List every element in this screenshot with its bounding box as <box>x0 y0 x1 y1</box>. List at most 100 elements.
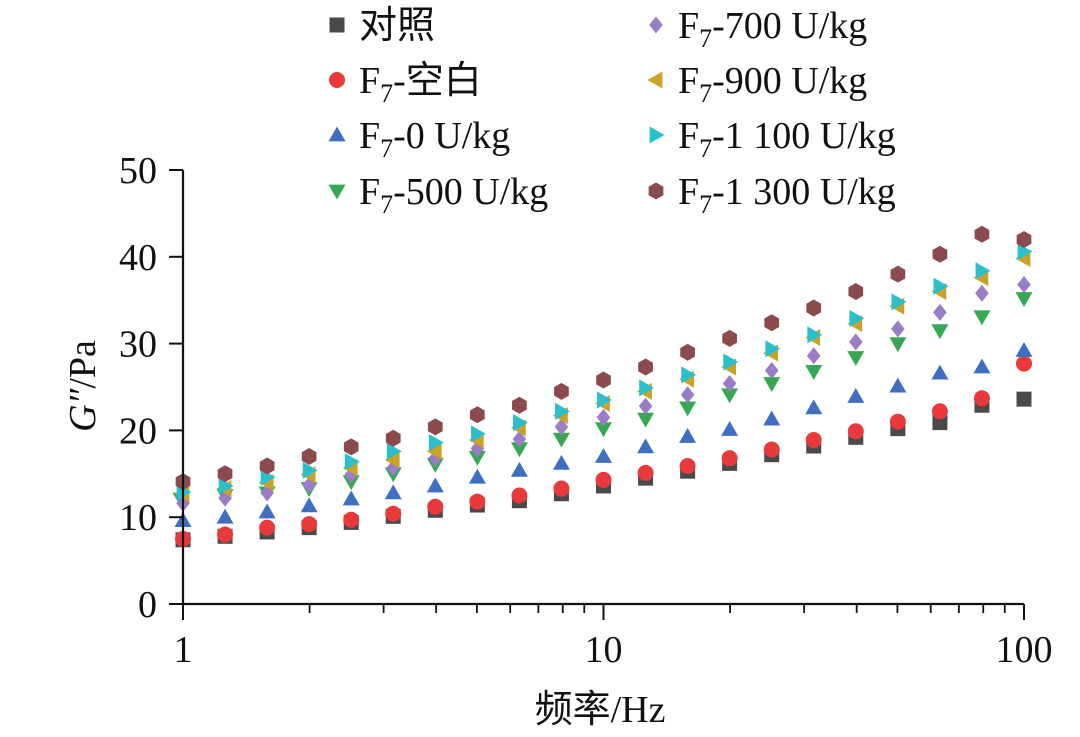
data-point <box>301 516 318 533</box>
data-point <box>343 438 359 456</box>
data-point <box>891 320 905 338</box>
data-point <box>889 413 906 430</box>
data-point <box>763 441 780 458</box>
data-point <box>512 396 527 414</box>
y-tick-label: 50 <box>119 150 157 192</box>
axes: 1 10 100 0 10 20 30 40 50 <box>119 150 1053 671</box>
legend: 对照 F7-空白 F7-0 U/kg F7-500 U/kg F7-700 U/kg F7… <box>328 5 896 219</box>
data-point <box>554 382 569 400</box>
x-axis-title: 频率/Hz <box>535 689 666 731</box>
data-point <box>386 442 402 460</box>
data-point <box>1015 342 1033 357</box>
y-tick-label: 40 <box>119 237 157 279</box>
data-point <box>680 343 695 361</box>
legend-item: F7-0 U/kg <box>328 115 510 163</box>
data-point <box>469 493 486 510</box>
legend-item: F7-1 100 U/kg <box>649 115 896 163</box>
data-point <box>681 366 697 384</box>
legend-label: F7-1 300 U/kg <box>678 171 896 219</box>
data-point <box>426 442 442 460</box>
data-point <box>805 431 822 448</box>
data-point <box>975 262 991 280</box>
data-point <box>258 503 276 519</box>
data-point <box>470 425 486 443</box>
legend-label: F7-1 100 U/kg <box>678 115 896 163</box>
data-point <box>596 408 611 426</box>
data-point <box>890 265 906 283</box>
data-point <box>933 303 947 321</box>
data-point <box>679 457 696 474</box>
data-point <box>891 293 907 311</box>
data-point <box>847 388 865 403</box>
data-point <box>933 277 949 295</box>
data-point <box>763 410 781 426</box>
data-point <box>470 440 485 458</box>
data-point <box>931 364 949 380</box>
data-point <box>552 454 570 470</box>
data-point <box>806 299 822 317</box>
data-point <box>468 468 486 484</box>
data-point <box>553 480 570 497</box>
data-point <box>512 430 527 448</box>
data-point <box>721 388 739 404</box>
data-point <box>973 358 991 374</box>
data-point <box>764 362 779 380</box>
plot-area: 1 10 100 0 10 20 30 40 50 <box>119 150 1053 671</box>
data-point <box>597 391 612 409</box>
data-points <box>172 225 1033 548</box>
data-point <box>427 418 443 436</box>
legend-label: F7-500 U/kg <box>359 171 548 219</box>
data-point <box>595 447 612 463</box>
data-point <box>721 421 739 436</box>
y-axis-title-symbol: G″ <box>62 387 104 431</box>
x-tick-label: 10 <box>585 629 623 671</box>
data-point <box>722 375 737 393</box>
data-point <box>847 351 865 366</box>
data-point <box>722 329 737 347</box>
data-point <box>554 418 569 436</box>
data-point <box>260 468 276 486</box>
data-point <box>259 457 275 475</box>
legend-item: F7-500 U/kg <box>328 171 548 219</box>
data-point <box>428 434 444 452</box>
data-point <box>889 337 907 353</box>
y-axis-title: G″/Pa <box>62 340 104 432</box>
data-point <box>1015 292 1033 307</box>
data-point <box>595 471 612 488</box>
data-point <box>385 429 401 447</box>
legend-marker <box>648 182 664 200</box>
data-point <box>975 284 989 302</box>
legend-label: F7-900 U/kg <box>678 60 867 108</box>
data-point <box>1016 391 1032 407</box>
legend-item: F7-空白 <box>329 60 482 108</box>
data-point <box>679 401 697 417</box>
data-point <box>216 508 234 524</box>
x-tick-label: 1 <box>174 629 193 671</box>
y-axis-title-unit: /Pa <box>62 340 104 389</box>
legend-item: F7-900 U/kg <box>647 60 867 108</box>
legend-label: F7-空白 <box>359 60 482 108</box>
data-point <box>723 353 739 371</box>
legend-item: 对照 <box>329 5 435 47</box>
data-point <box>384 484 402 500</box>
legend-marker <box>329 72 345 88</box>
data-point <box>343 511 360 528</box>
data-point <box>805 365 823 380</box>
data-point <box>848 333 863 351</box>
data-point <box>595 422 612 438</box>
y-tick-label: 30 <box>119 324 157 366</box>
data-point <box>218 477 234 495</box>
data-point <box>510 461 528 477</box>
series-1 <box>175 355 1032 547</box>
data-point <box>638 397 653 415</box>
data-point <box>552 432 570 448</box>
y-tick-label: 20 <box>119 410 157 452</box>
x-tick-label: 100 <box>996 629 1053 671</box>
data-point <box>217 526 234 543</box>
data-point <box>973 390 990 407</box>
data-point <box>344 453 360 471</box>
legend-marker <box>328 184 346 200</box>
legend-label: 对照 <box>359 5 435 47</box>
data-point <box>848 283 864 301</box>
